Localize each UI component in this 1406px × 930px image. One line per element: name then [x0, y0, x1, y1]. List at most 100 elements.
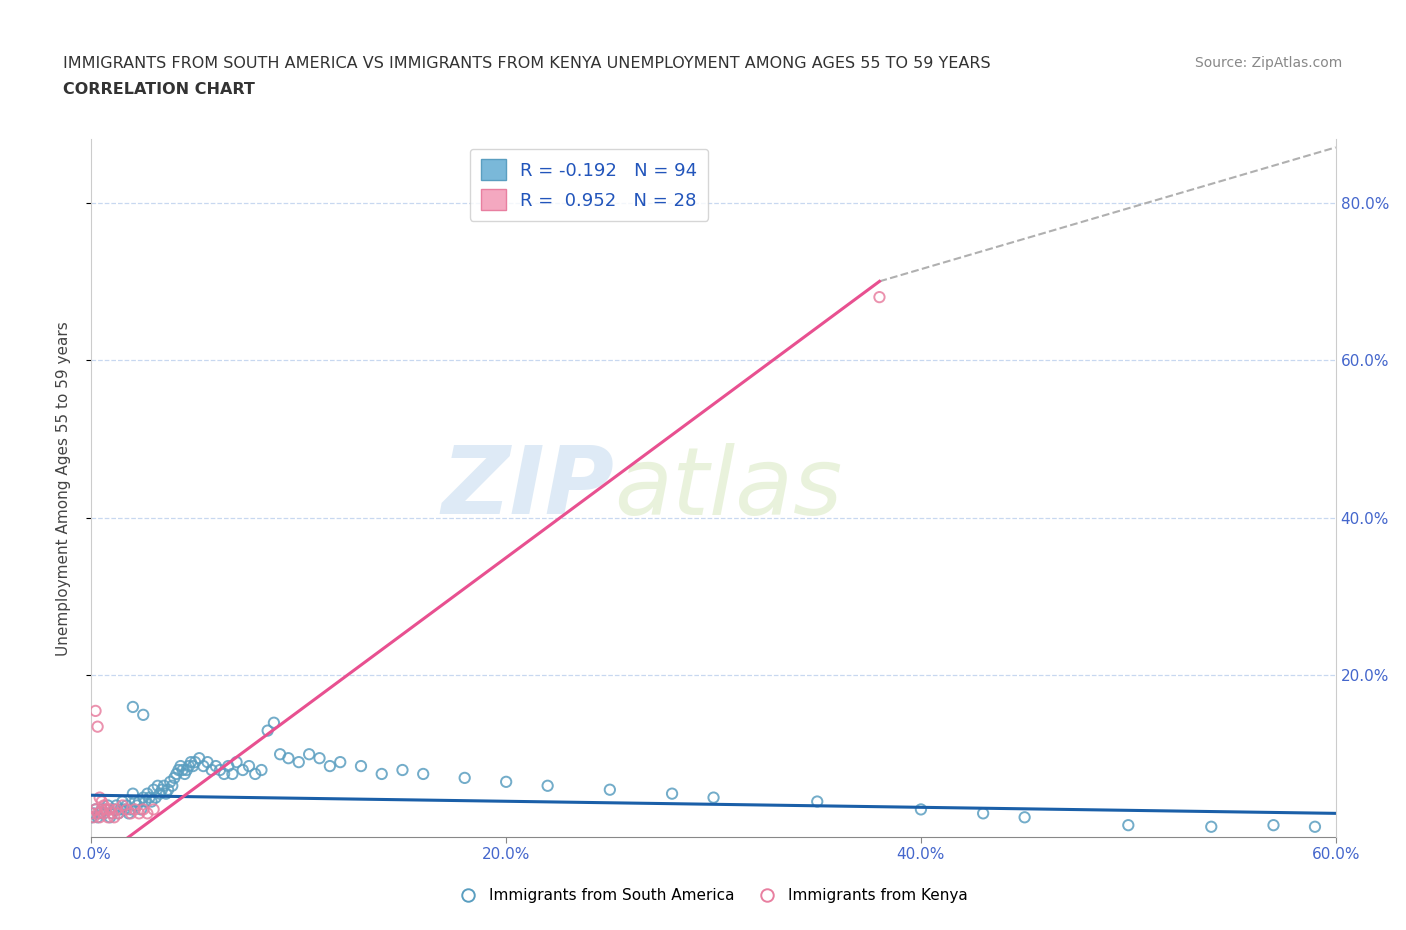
Point	[132, 802, 155, 817]
Point	[90, 794, 112, 809]
Point	[80, 806, 103, 821]
Point	[103, 802, 125, 817]
Point	[157, 782, 180, 797]
Point	[256, 724, 278, 738]
Point	[212, 766, 235, 781]
Point	[132, 708, 155, 723]
Point	[118, 806, 141, 821]
Point	[193, 759, 215, 774]
Point	[250, 763, 273, 777]
Point	[169, 759, 191, 774]
Point	[205, 759, 228, 774]
Point	[159, 775, 181, 790]
Point	[136, 806, 159, 821]
Point	[98, 802, 121, 817]
Point	[111, 798, 134, 813]
Point	[138, 790, 160, 805]
Point	[217, 759, 239, 774]
Point	[371, 766, 394, 781]
Point	[105, 798, 128, 813]
Point	[121, 786, 145, 801]
Point	[1201, 819, 1223, 834]
Point	[869, 289, 891, 304]
Point	[972, 806, 994, 821]
Point	[136, 786, 159, 801]
Point	[93, 806, 115, 821]
Point	[453, 770, 475, 785]
Point	[163, 770, 186, 785]
Point	[412, 766, 434, 781]
Text: ZIP: ZIP	[441, 443, 614, 534]
Point	[115, 802, 138, 817]
Point	[245, 766, 267, 781]
Point	[910, 802, 932, 817]
Point	[1303, 819, 1326, 834]
Point	[121, 699, 145, 714]
Point	[94, 802, 117, 817]
Point	[97, 810, 120, 825]
Point	[124, 802, 146, 817]
Point	[1014, 810, 1036, 825]
Point	[86, 719, 108, 734]
Point	[184, 754, 207, 769]
Point	[162, 778, 184, 793]
Point	[80, 810, 103, 825]
Point	[101, 806, 124, 821]
Text: Source: ZipAtlas.com: Source: ZipAtlas.com	[1195, 56, 1343, 70]
Point	[208, 763, 231, 777]
Y-axis label: Unemployment Among Ages 55 to 59 years: Unemployment Among Ages 55 to 59 years	[56, 321, 70, 656]
Point	[93, 798, 115, 813]
Point	[225, 754, 247, 769]
Point	[110, 802, 132, 817]
Point	[86, 810, 108, 825]
Point	[124, 794, 146, 809]
Point	[82, 810, 104, 825]
Point	[1118, 817, 1140, 832]
Text: atlas: atlas	[614, 443, 842, 534]
Point	[125, 798, 148, 813]
Point	[90, 802, 112, 817]
Point	[298, 747, 321, 762]
Point	[181, 759, 204, 774]
Point	[176, 763, 198, 777]
Point	[120, 802, 142, 817]
Point	[536, 778, 558, 793]
Text: IMMIGRANTS FROM SOUTH AMERICA VS IMMIGRANTS FROM KENYA UNEMPLOYMENT AMONG AGES 5: IMMIGRANTS FROM SOUTH AMERICA VS IMMIGRA…	[63, 56, 991, 71]
Point	[391, 763, 413, 777]
Point	[308, 751, 330, 765]
Point	[329, 754, 352, 769]
Point	[495, 775, 517, 790]
Point	[142, 802, 165, 817]
Point	[661, 786, 683, 801]
Point	[86, 806, 108, 821]
Point	[94, 802, 117, 817]
Point	[89, 810, 111, 825]
Point	[97, 798, 120, 813]
Point	[111, 794, 134, 809]
Point	[84, 703, 107, 718]
Point	[155, 786, 177, 801]
Point	[90, 802, 112, 817]
Point	[173, 766, 195, 781]
Point	[128, 794, 150, 809]
Point	[188, 751, 211, 765]
Point	[177, 759, 200, 774]
Point	[238, 759, 260, 774]
Point	[806, 794, 828, 809]
Point	[129, 802, 152, 817]
Point	[107, 806, 129, 821]
Point	[221, 766, 243, 781]
Point	[350, 759, 373, 774]
Point	[114, 802, 136, 817]
Point	[98, 810, 121, 825]
Point	[93, 806, 115, 821]
Point	[84, 802, 107, 817]
Point	[287, 754, 309, 769]
Point	[153, 778, 176, 793]
Point	[107, 806, 129, 821]
Point	[277, 751, 299, 765]
Point	[201, 763, 224, 777]
Point	[172, 763, 194, 777]
Point	[232, 763, 254, 777]
Point	[702, 790, 725, 805]
